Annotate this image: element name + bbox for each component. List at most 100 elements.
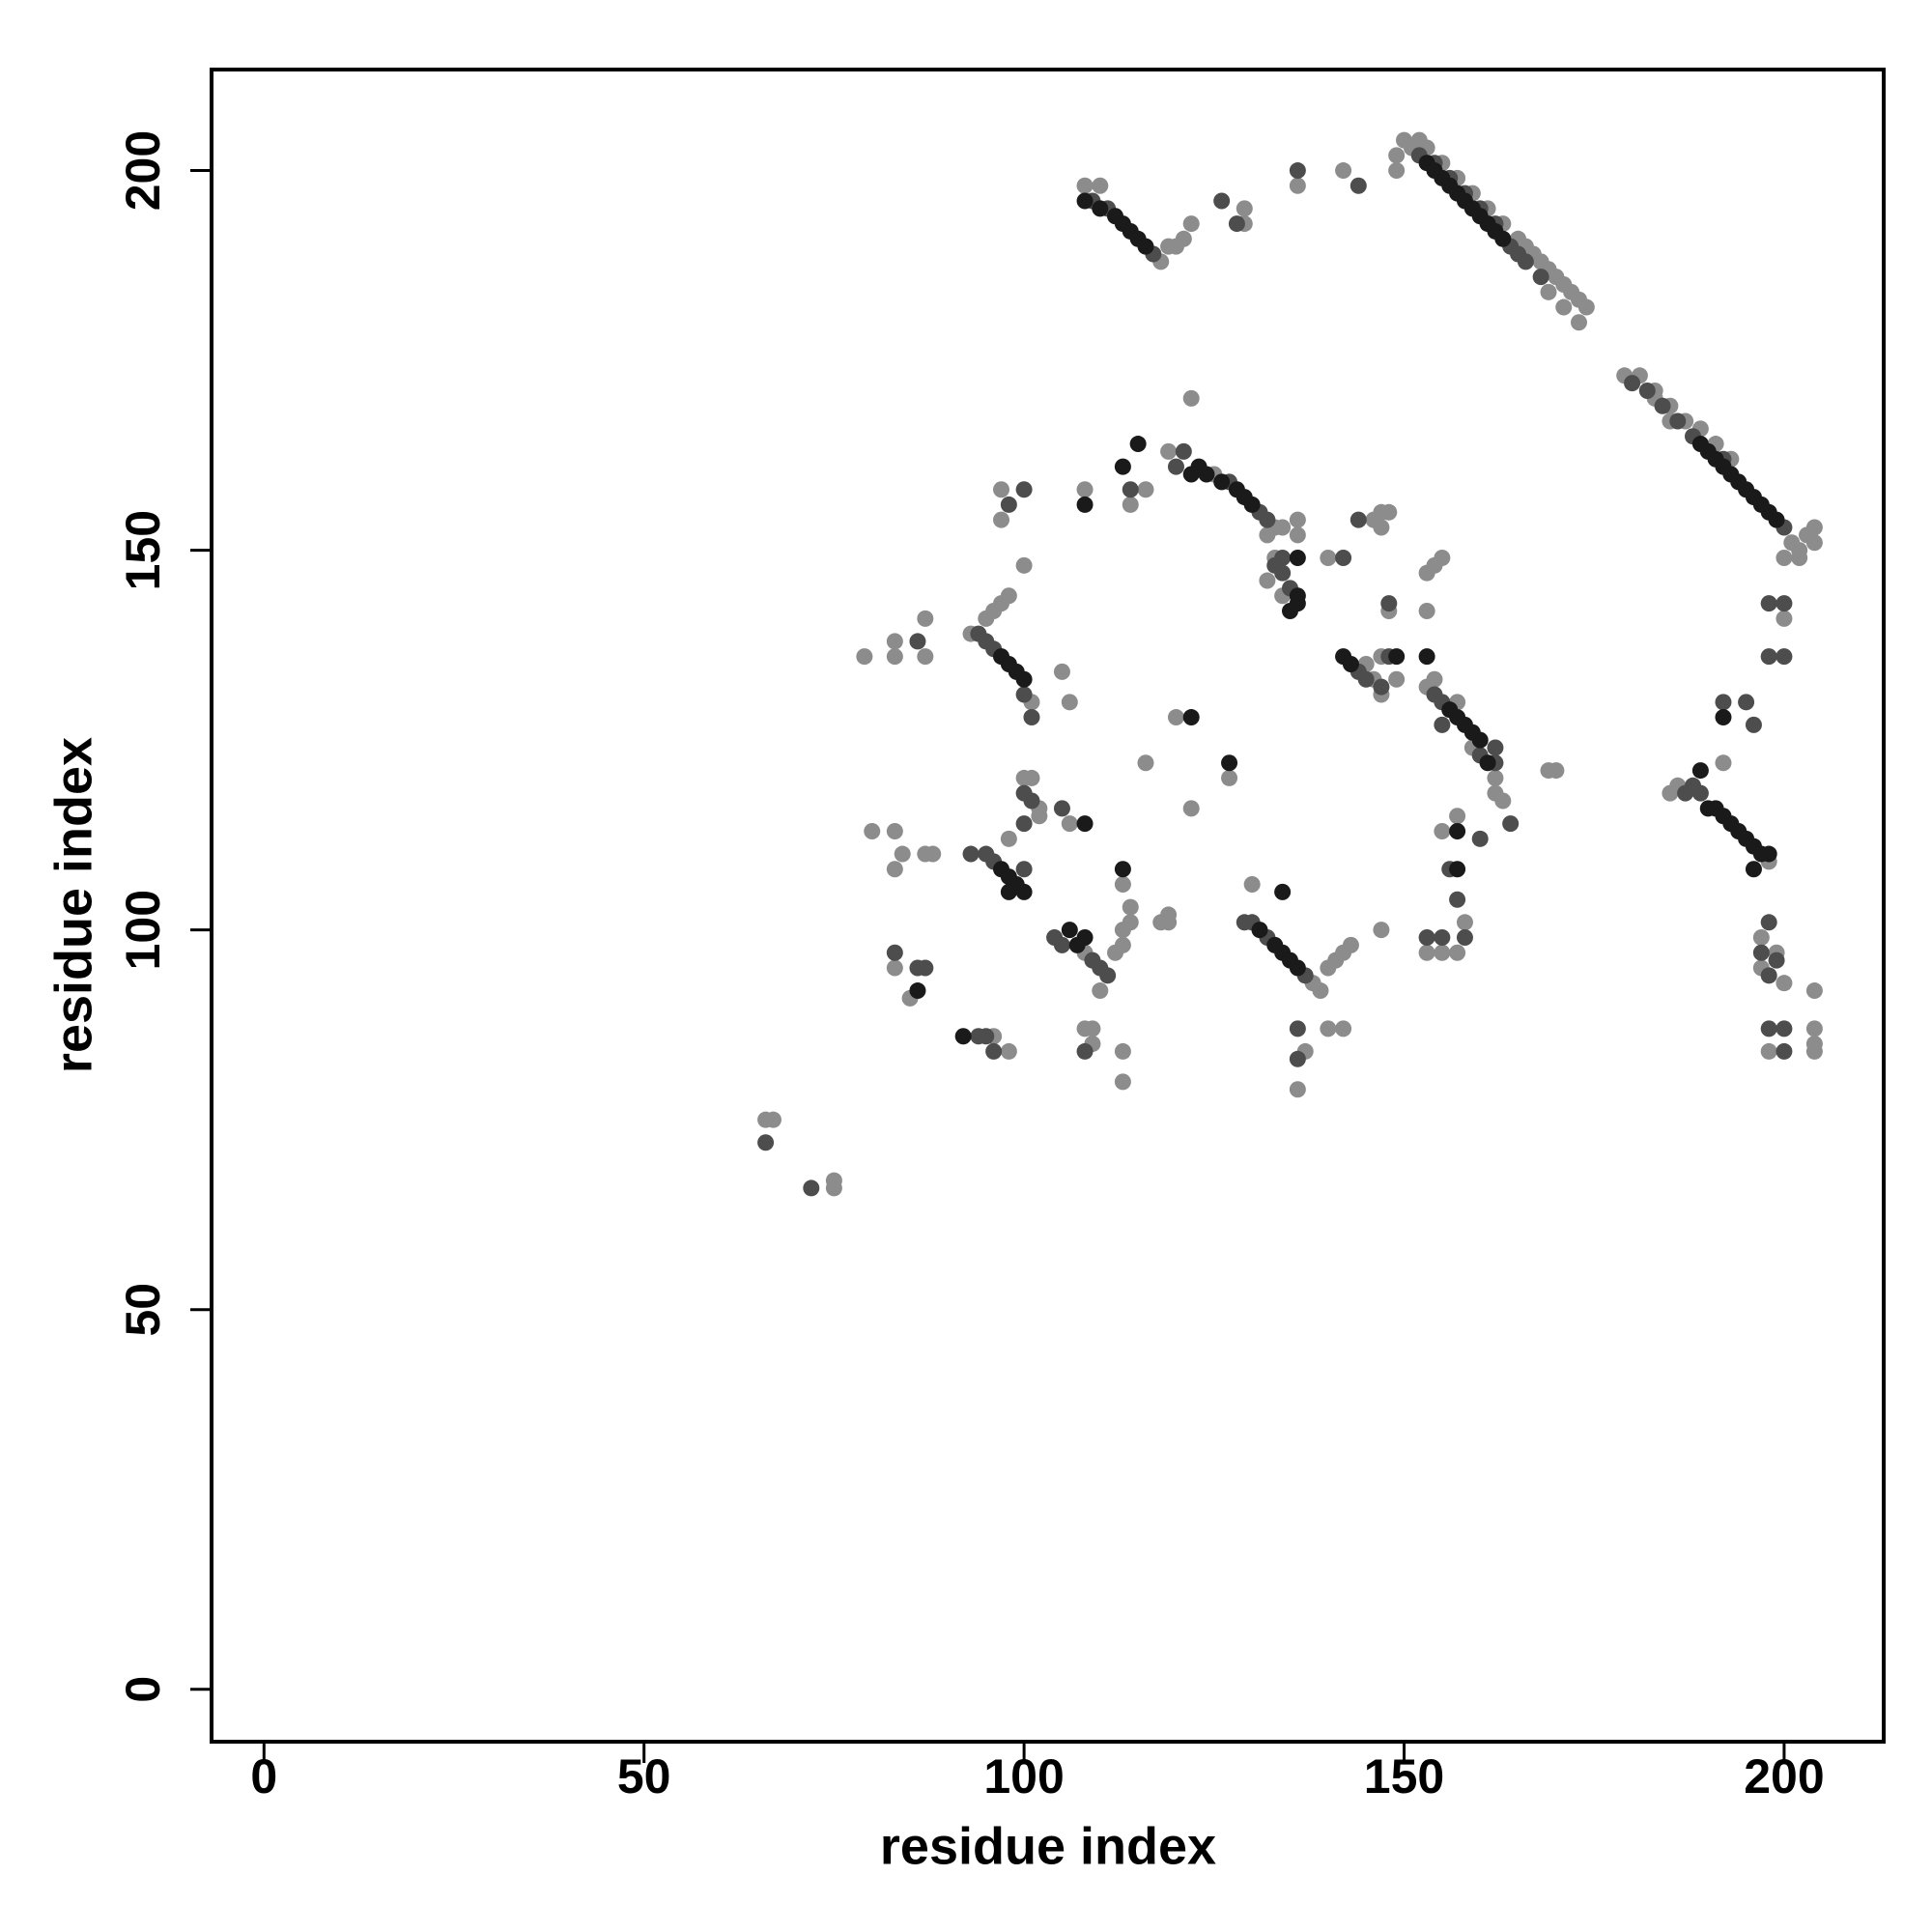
point bbox=[1487, 784, 1504, 802]
point bbox=[909, 982, 926, 1000]
point bbox=[1182, 215, 1200, 233]
point bbox=[1114, 936, 1131, 953]
point bbox=[1137, 481, 1154, 498]
point bbox=[1434, 944, 1451, 961]
point bbox=[1691, 762, 1709, 780]
point bbox=[1221, 754, 1238, 772]
point bbox=[1312, 982, 1329, 1000]
point bbox=[1221, 769, 1238, 786]
point bbox=[1380, 595, 1398, 612]
point bbox=[1076, 177, 1094, 194]
point bbox=[1624, 375, 1641, 392]
point bbox=[1479, 754, 1496, 772]
point bbox=[1129, 436, 1147, 453]
point bbox=[1031, 808, 1048, 825]
point bbox=[1388, 648, 1406, 666]
point bbox=[803, 1179, 820, 1197]
point bbox=[1350, 177, 1367, 194]
point bbox=[1449, 944, 1466, 961]
point bbox=[1000, 587, 1017, 605]
point bbox=[1122, 898, 1139, 916]
point bbox=[1805, 1020, 1823, 1037]
point bbox=[1691, 784, 1709, 802]
point bbox=[1281, 602, 1298, 619]
point bbox=[1342, 656, 1359, 673]
point bbox=[1015, 686, 1033, 703]
point bbox=[1243, 496, 1261, 513]
point bbox=[1160, 442, 1178, 460]
point bbox=[924, 845, 942, 863]
y-tick-label: 150 bbox=[116, 510, 170, 590]
point bbox=[1449, 891, 1466, 908]
point bbox=[1449, 808, 1466, 825]
point bbox=[1274, 883, 1292, 900]
point bbox=[1487, 769, 1504, 786]
y-tick-label: 50 bbox=[116, 1283, 170, 1337]
point bbox=[1335, 1020, 1352, 1037]
point bbox=[1471, 830, 1489, 847]
point bbox=[1053, 936, 1070, 953]
point bbox=[1335, 162, 1352, 180]
point bbox=[1076, 815, 1094, 833]
point bbox=[1023, 792, 1040, 810]
point bbox=[1760, 648, 1777, 666]
x-tick-label: 100 bbox=[983, 1749, 1064, 1804]
point bbox=[1776, 975, 1793, 992]
point bbox=[1114, 458, 1131, 475]
y-tick-label: 0 bbox=[116, 1676, 170, 1703]
point bbox=[1471, 731, 1489, 749]
point bbox=[1076, 496, 1094, 513]
point bbox=[1289, 1020, 1306, 1037]
point bbox=[1167, 458, 1184, 475]
point bbox=[993, 511, 1010, 528]
point bbox=[864, 822, 881, 839]
point bbox=[1092, 200, 1109, 217]
point bbox=[1000, 883, 1017, 900]
point bbox=[1167, 709, 1184, 726]
point bbox=[1061, 815, 1078, 833]
y-tick-label: 200 bbox=[116, 130, 170, 211]
point bbox=[1760, 845, 1777, 863]
point bbox=[1776, 1042, 1793, 1060]
point bbox=[962, 845, 980, 863]
point bbox=[1418, 602, 1435, 619]
point bbox=[1434, 822, 1451, 839]
point bbox=[1357, 670, 1375, 688]
point bbox=[1760, 967, 1777, 984]
point bbox=[1228, 215, 1245, 233]
point bbox=[1570, 314, 1587, 331]
point bbox=[1776, 595, 1793, 612]
point bbox=[1015, 670, 1033, 688]
point bbox=[1289, 162, 1306, 180]
point bbox=[1182, 709, 1200, 726]
point bbox=[1373, 519, 1390, 536]
x-tick-label: 0 bbox=[250, 1749, 277, 1804]
point bbox=[1418, 944, 1435, 961]
point bbox=[1456, 929, 1473, 947]
point bbox=[1053, 800, 1070, 817]
x-tick-label: 50 bbox=[617, 1749, 671, 1804]
point bbox=[1745, 716, 1762, 733]
point bbox=[1259, 511, 1276, 528]
point bbox=[1015, 861, 1033, 878]
point bbox=[886, 861, 903, 878]
point bbox=[1114, 1042, 1131, 1060]
point bbox=[1213, 192, 1231, 210]
point bbox=[1114, 1073, 1131, 1091]
point bbox=[1434, 549, 1451, 566]
point bbox=[1373, 678, 1390, 696]
point bbox=[1388, 162, 1406, 180]
point bbox=[1320, 549, 1337, 566]
point bbox=[954, 1028, 972, 1045]
point bbox=[1487, 739, 1504, 756]
point bbox=[1577, 298, 1595, 316]
point bbox=[1669, 412, 1687, 430]
point bbox=[886, 633, 903, 650]
point bbox=[1289, 511, 1306, 528]
point bbox=[1099, 967, 1117, 984]
point bbox=[1274, 519, 1292, 536]
point bbox=[1289, 549, 1306, 566]
point bbox=[1251, 922, 1268, 939]
point bbox=[1456, 914, 1473, 931]
